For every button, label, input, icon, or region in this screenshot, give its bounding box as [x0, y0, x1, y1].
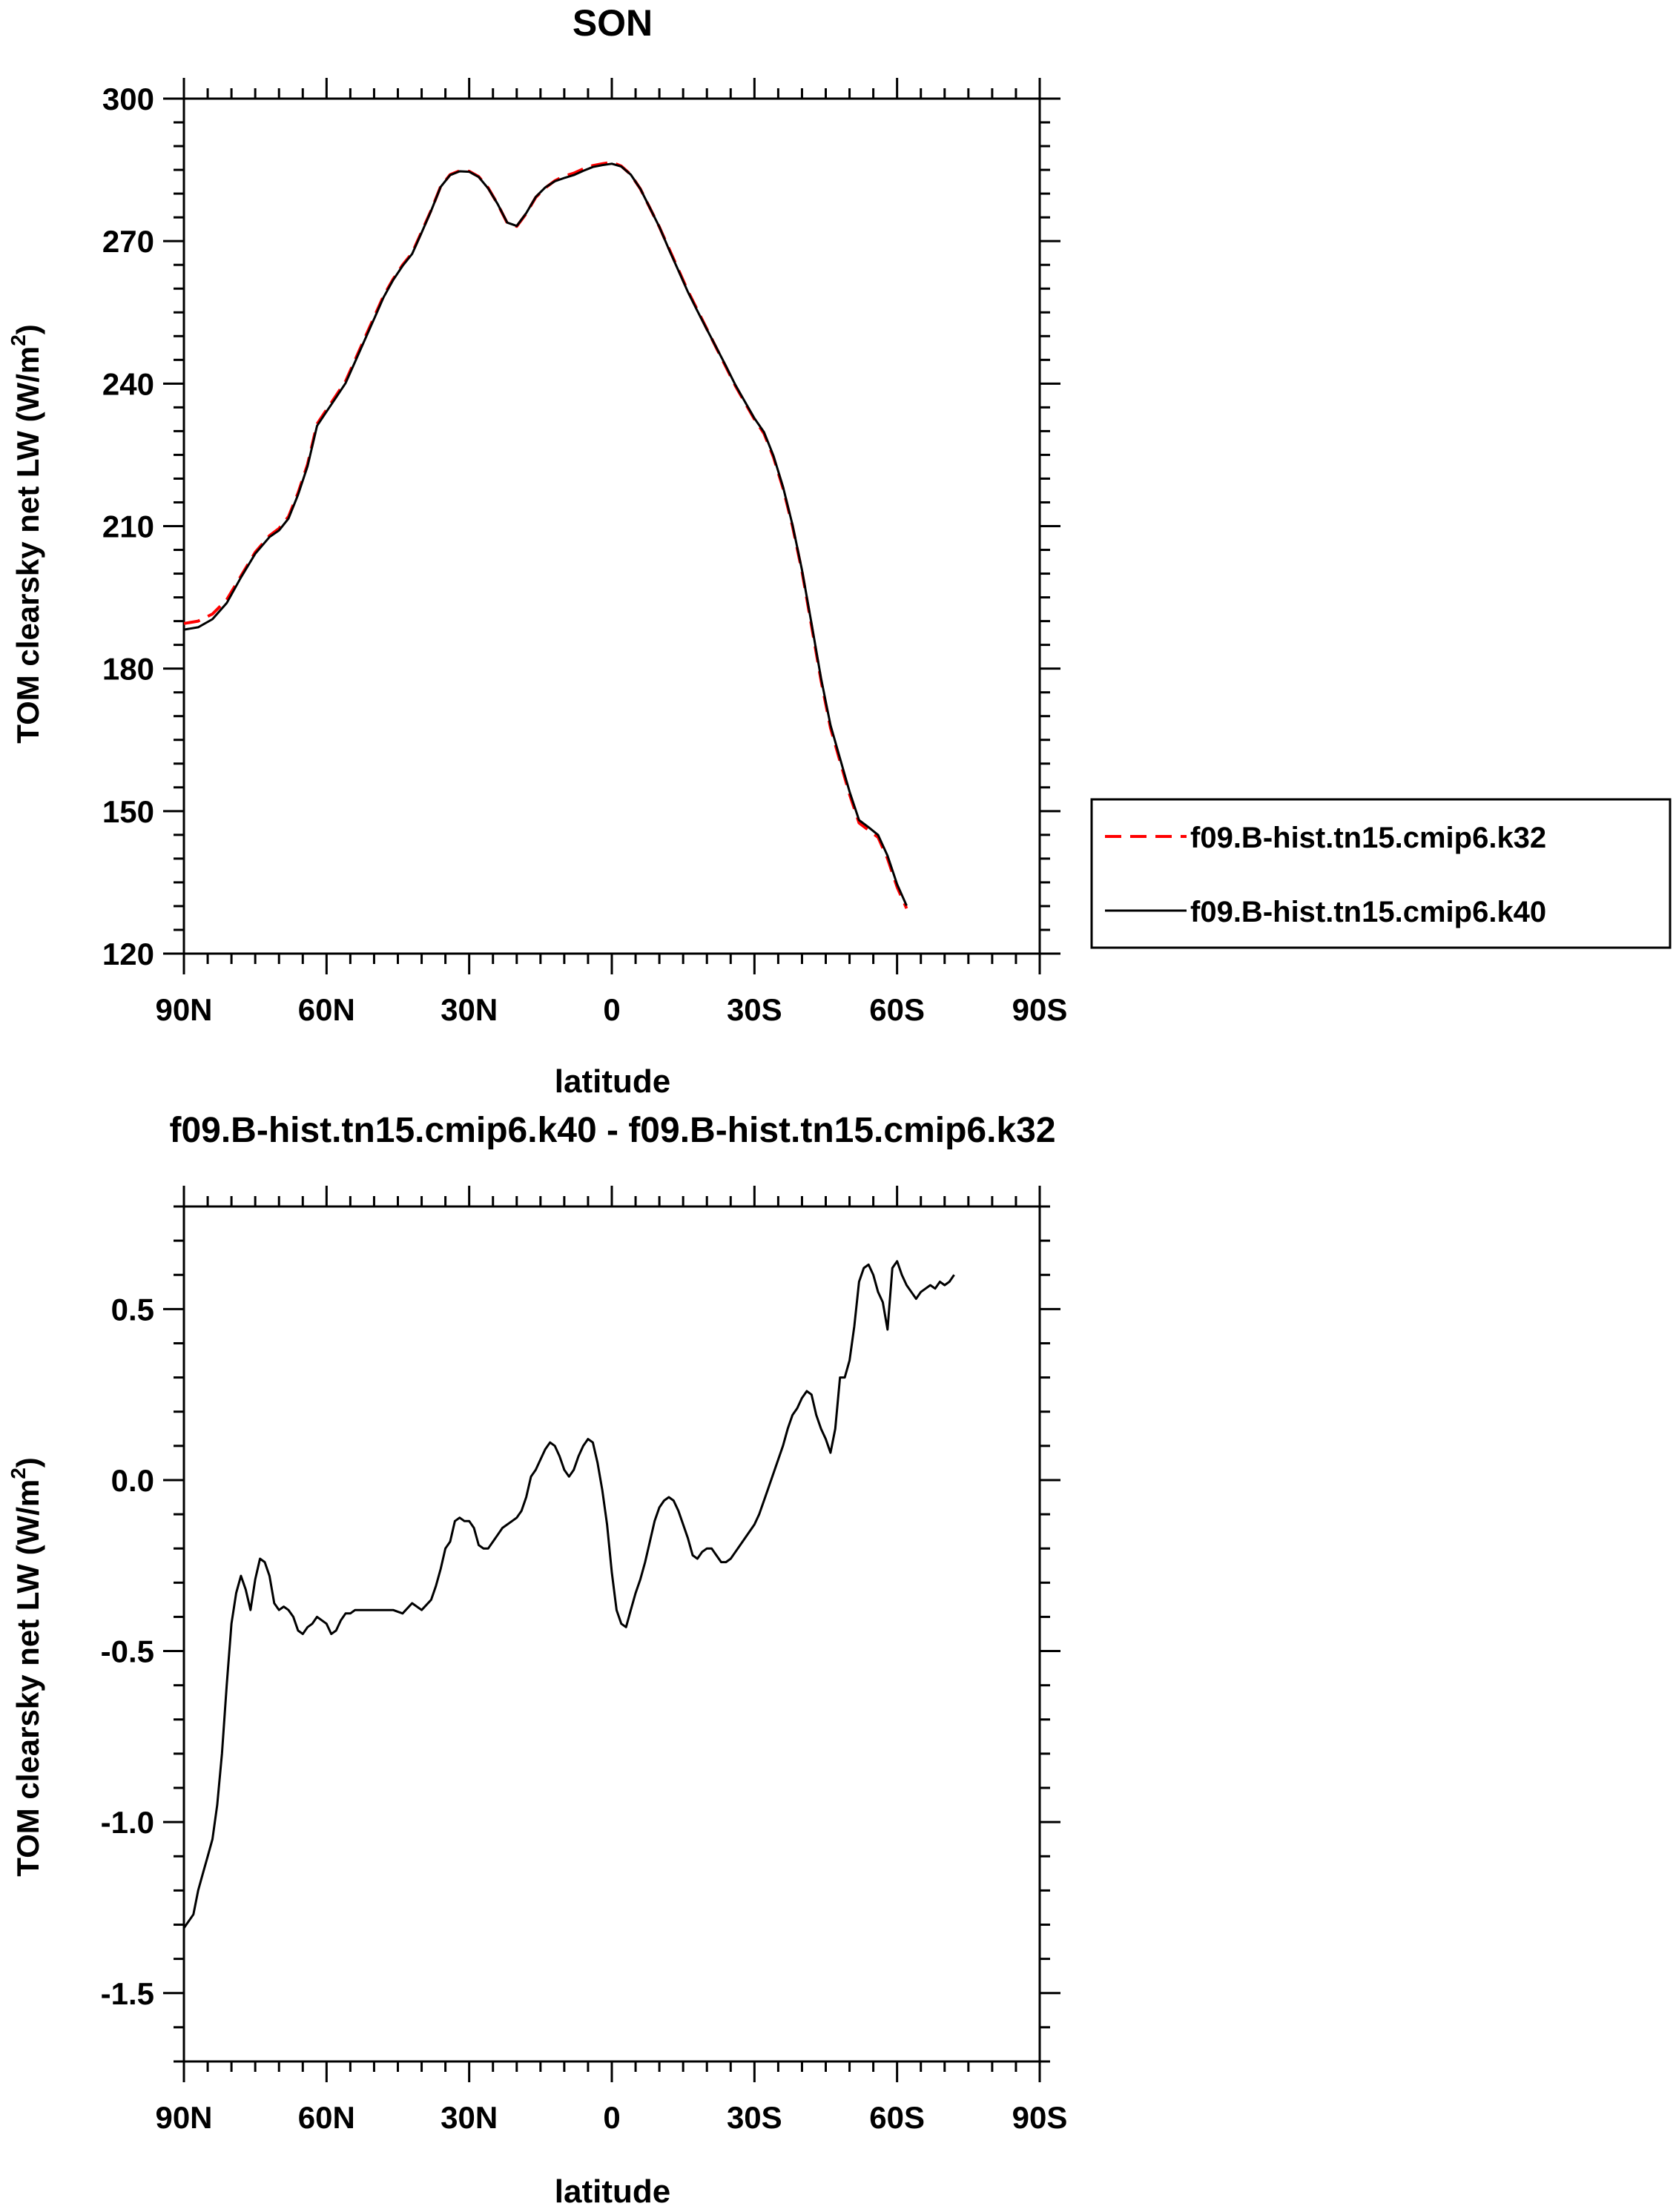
top-x-tick-label: 30N: [441, 992, 498, 1027]
bottom-x-tick-label: 30N: [441, 2100, 498, 2135]
bottom-y-tick-label: -0.5: [101, 1634, 154, 1669]
bottom-x-tick-label: 30S: [727, 2100, 782, 2135]
top-series-line-k40: [183, 162, 908, 906]
top-chart-x-axis-label: latitude: [555, 1063, 670, 1100]
top-y-label-tail: ): [10, 324, 45, 334]
legend: f09.B-hist.tn15.cmip6.k32 f09.B-hist.tn1…: [1090, 798, 1672, 949]
top-x-tick-label: 60S: [869, 992, 925, 1027]
top-x-tick-label: 90N: [155, 992, 212, 1027]
bottom-y-label-sup: 2: [7, 1467, 30, 1479]
top-chart-plot: 120 150 180 210 240 270 300 90N 60N 30N 0 30S 60S 90S: [102, 78, 1067, 1027]
bottom-difference-line: [182, 1260, 955, 1929]
bottom-y-tick-label: -1.0: [101, 1805, 154, 1840]
legend-label-k32: f09.B-hist.tn15.cmip6.k32: [1190, 822, 1546, 854]
bottom-x-tick-label: 90N: [155, 2100, 212, 2135]
bottom-y-label-main: TOM clearsky net LW (W/m: [10, 1479, 45, 1877]
top-y-tick-label: 270: [102, 224, 154, 259]
legend-label-k40: f09.B-hist.tn15.cmip6.k40: [1190, 896, 1546, 928]
top-plot-frame: [182, 97, 1041, 955]
bottom-chart-title: f09.B-hist.tn15.cmip6.k40 - f09.B-hist.t…: [169, 1111, 1055, 1150]
top-y-label-main: TOM clearsky net LW (W/m: [10, 346, 45, 744]
bottom-chart-x-axis-label: latitude: [555, 2173, 670, 2208]
bottom-x-tick-label: 0: [603, 2100, 620, 2135]
bottom-x-tick-label: 60S: [869, 2100, 925, 2135]
legend-box: [1090, 798, 1672, 949]
top-x-tick-label: 30S: [727, 992, 782, 1027]
top-y-label-sup: 2: [7, 334, 30, 346]
bottom-chart-y-axis-label: TOM clearsky net LW (W/m2): [7, 1457, 45, 1877]
bottom-y-tick-label: -1.5: [101, 1976, 154, 2011]
top-y-tick-label: 240: [102, 366, 154, 401]
top-chart-title: SON: [573, 2, 653, 44]
top-x-tick-label: 0: [603, 992, 620, 1027]
top-x-tick-label: 60N: [298, 992, 355, 1027]
top-series-line-k32: [183, 160, 908, 909]
top-y-tick-label: 150: [102, 794, 154, 829]
bottom-y-tick-label: 0.5: [111, 1292, 154, 1327]
bottom-y-label-tail: ): [10, 1457, 45, 1467]
bottom-plot-frame: [182, 1205, 1041, 2063]
bottom-y-tick-label: 0.0: [111, 1463, 154, 1498]
bottom-chart-plot: -1.5 -1.0 -0.5 0.0 0.5 90N 60N 30N 0 30S 60S 90S: [101, 1186, 1068, 2135]
top-chart-y-axis-label: TOM clearsky net LW (W/m2): [7, 324, 45, 744]
top-y-tick-label: 300: [102, 82, 154, 116]
top-x-tick-label: 90S: [1012, 992, 1068, 1027]
top-y-tick-label: 180: [102, 652, 154, 687]
bottom-x-tick-label: 60N: [298, 2100, 355, 2135]
top-y-tick-label: 210: [102, 509, 154, 544]
top-y-tick-label: 120: [102, 937, 154, 971]
bottom-x-tick-label: 90S: [1012, 2100, 1068, 2135]
